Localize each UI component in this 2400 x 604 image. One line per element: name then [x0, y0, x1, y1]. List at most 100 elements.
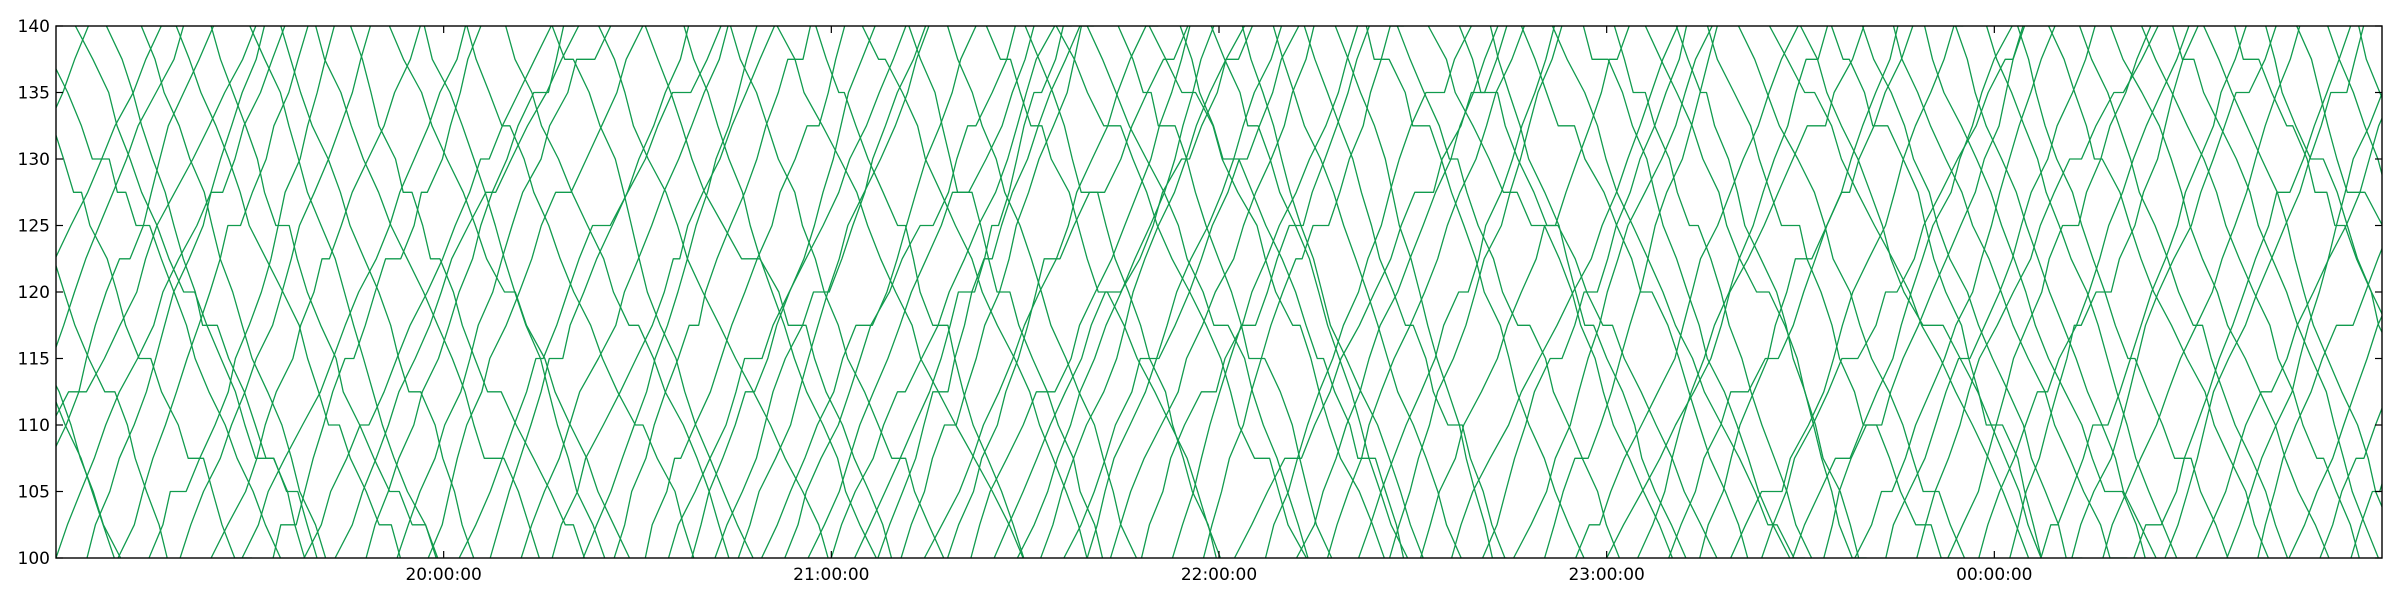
- descending-trip-line: [729, 26, 945, 558]
- ascending-trip-line: [489, 26, 690, 558]
- ascending-trip-line: [148, 26, 335, 558]
- ascending-trip-line: [56, 26, 257, 418]
- y-tick-label: 135: [18, 84, 50, 104]
- y-tick-label: 130: [18, 150, 50, 170]
- descending-trip-line: [56, 400, 115, 558]
- ascending-trip-line: [1295, 26, 1499, 558]
- descending-trip-line: [2203, 26, 2382, 509]
- descending-trip-line: [2078, 26, 2289, 558]
- ascending-trip-line: [1109, 26, 1315, 558]
- ascending-trip-line: [807, 26, 1035, 558]
- ascending-trip-line: [900, 26, 1083, 558]
- ascending-trip-line: [784, 26, 1016, 558]
- descending-trip-line: [551, 26, 754, 558]
- ascending-trip-line: [86, 26, 286, 558]
- ascending-trip-line: [56, 26, 266, 558]
- ascending-trip-line: [613, 26, 812, 558]
- descending-trip-line: [776, 26, 1024, 558]
- y-tick-label: 140: [18, 17, 50, 37]
- ascending-trip-line: [1606, 26, 1865, 558]
- ascending-trip-line: [458, 26, 722, 558]
- ascending-trip-line: [667, 26, 907, 558]
- descending-trip-line: [1055, 26, 1308, 558]
- ascending-trip-line: [2226, 91, 2382, 558]
- descending-trip-line: [1024, 26, 1217, 558]
- ascending-trip-line: [1854, 26, 2056, 558]
- trace-lines: [56, 26, 2382, 558]
- ascending-trip-line: [551, 26, 776, 558]
- descending-trip-line: [56, 133, 253, 558]
- ascending-trip-line: [1233, 26, 1508, 558]
- ascending-trip-line: [1512, 26, 1713, 558]
- ascending-trip-line: [714, 26, 927, 558]
- x-tick-label: 20:00:00: [405, 565, 481, 585]
- descending-trip-line: [1582, 26, 1791, 558]
- descending-trip-line: [1179, 26, 1405, 558]
- ascending-trip-line: [1063, 26, 1300, 558]
- ascending-trip-line: [117, 26, 309, 558]
- ascending-trip-line: [1481, 26, 1688, 558]
- descending-trip-line: [1241, 26, 1424, 558]
- descending-trip-line: [2265, 26, 2382, 316]
- ascending-trip-line: [1823, 26, 2026, 558]
- descending-trip-line: [1520, 26, 1749, 558]
- y-tick-label: 115: [18, 350, 50, 370]
- descending-trip-line: [1861, 26, 2083, 558]
- ascending-trip-line: [56, 26, 185, 350]
- ascending-trip-line: [2257, 246, 2382, 558]
- x-tick-label: 22:00:00: [1181, 565, 1257, 585]
- ascending-trip-line: [1040, 26, 1254, 558]
- descending-trip-line: [1272, 26, 1462, 558]
- ascending-trip-line: [1916, 26, 2159, 558]
- descending-trip-line: [423, 26, 606, 558]
- descending-trip-line: [315, 26, 540, 558]
- descending-trip-line: [1303, 26, 1506, 558]
- descending-trip-line: [1768, 26, 2030, 558]
- ascending-trip-line: [334, 26, 580, 558]
- ascending-trip-line: [1264, 26, 1473, 558]
- ascending-trip-line: [210, 26, 421, 558]
- ascending-trip-line: [760, 26, 977, 558]
- ascending-trip-line: [691, 26, 876, 558]
- ascending-trip-line: [1730, 26, 1964, 558]
- x-tick-label: 00:00:00: [1956, 565, 2032, 585]
- y-tick-label: 100: [18, 549, 50, 569]
- ascending-trip-line: [582, 26, 758, 558]
- ascending-trip-line: [396, 26, 612, 558]
- ascending-trip-line: [970, 26, 1191, 558]
- descending-trip-line: [505, 26, 730, 558]
- descending-trip-line: [1551, 26, 1806, 558]
- ascending-trip-line: [2288, 314, 2382, 558]
- ascending-trip-line: [56, 26, 178, 259]
- ascending-trip-line: [2040, 26, 2247, 558]
- ascending-trip-line: [179, 26, 372, 558]
- ascending-trip-line: [1761, 26, 2024, 558]
- ascending-trip-line: [877, 26, 1095, 558]
- descending-trip-line: [1613, 26, 1813, 558]
- ascending-trip-line: [1202, 26, 1405, 558]
- descending-trip-line: [2327, 26, 2382, 177]
- descending-trip-line: [1365, 26, 1585, 558]
- descending-trip-line: [140, 26, 327, 558]
- ascending-trip-line: [303, 26, 552, 558]
- ascending-trip-line: [830, 26, 1056, 558]
- descending-trip-line: [598, 26, 829, 558]
- ascending-trip-line: [427, 26, 644, 558]
- descending-trip-line: [1458, 26, 1718, 558]
- descending-trip-line: [2234, 26, 2382, 334]
- ascending-trip-line: [56, 26, 215, 448]
- ascending-trip-line: [946, 26, 1189, 558]
- ascending-trip-line: [2102, 26, 2301, 558]
- ascending-trip-line: [2195, 116, 2382, 558]
- ascending-trip-line: [1792, 26, 2013, 558]
- descending-trip-line: [1830, 26, 2043, 558]
- ascending-trip-line: [2319, 406, 2382, 558]
- descending-trip-line: [1427, 26, 1674, 558]
- descending-trip-line: [56, 384, 122, 558]
- x-tick-label: 21:00:00: [793, 565, 869, 585]
- ascending-trip-line: [1978, 26, 2190, 558]
- ascending-trip-line: [2133, 26, 2352, 558]
- y-tick-label: 110: [18, 416, 50, 436]
- descending-trip-line: [1489, 26, 1687, 558]
- descending-trip-line: [349, 26, 586, 558]
